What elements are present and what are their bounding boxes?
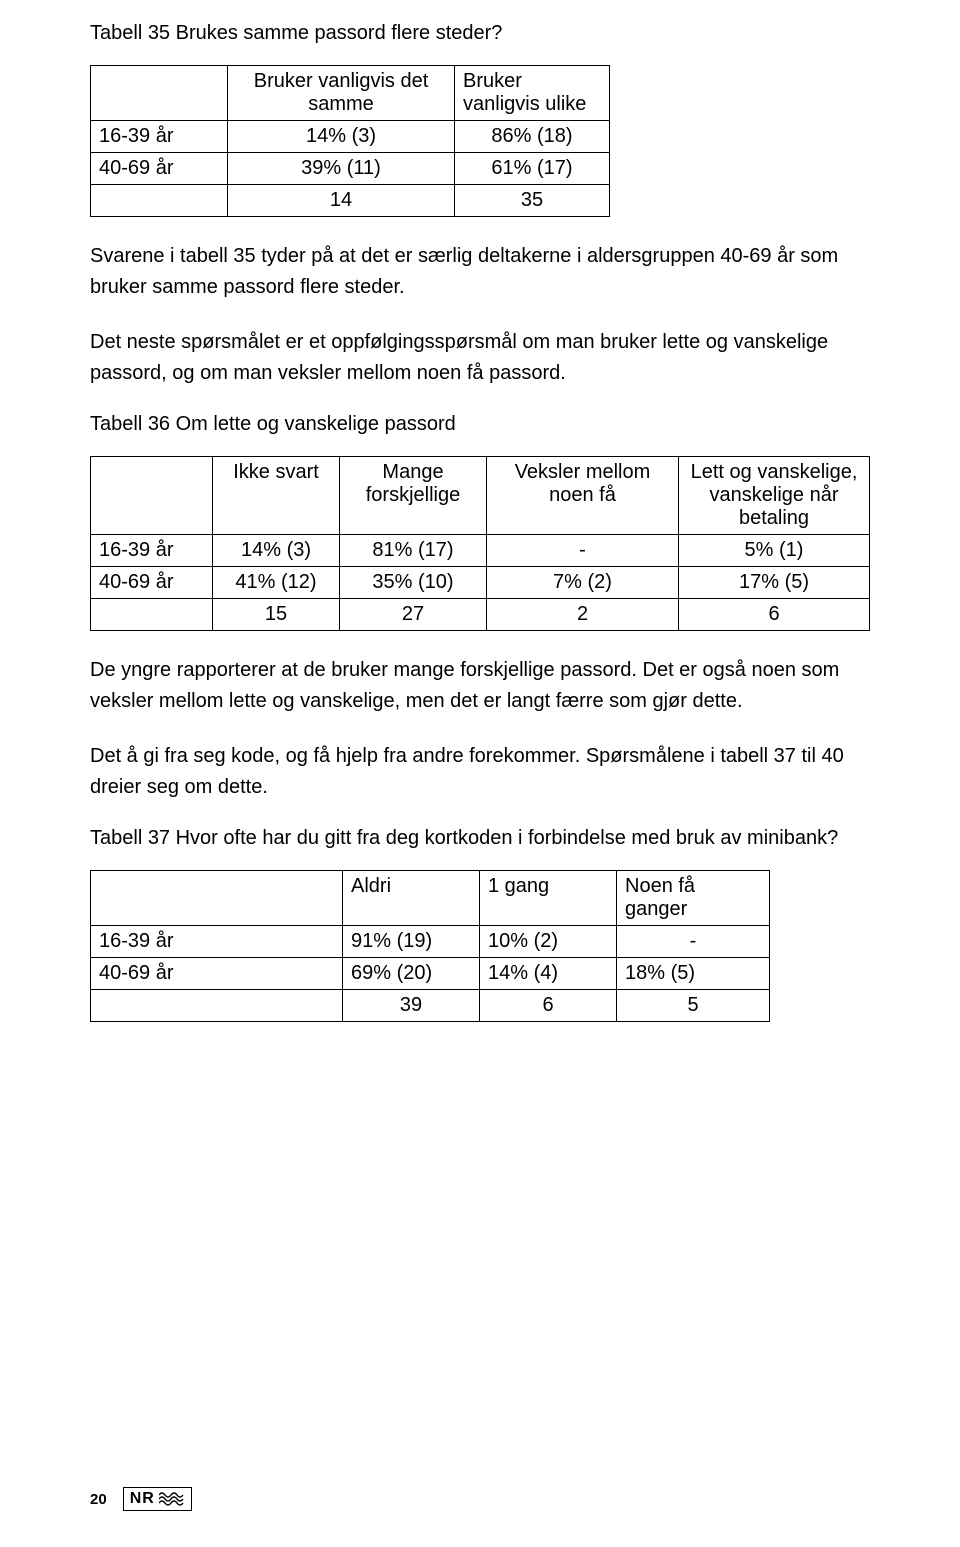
table-cell: 81% (17) xyxy=(340,535,487,567)
table-row-label: 40-69 år xyxy=(91,153,228,185)
table-header: Mange forskjellige xyxy=(340,457,487,535)
table-row-label: 16-39 år xyxy=(91,535,213,567)
paragraph: Det å gi fra seg kode, og få hjelp fra a… xyxy=(90,741,870,803)
table-cell: 18% (5) xyxy=(617,958,770,990)
nr-logo: NR xyxy=(123,1487,192,1511)
table-cell: - xyxy=(487,535,679,567)
paragraph: Det neste spørsmålet er et oppfølgingssp… xyxy=(90,327,870,389)
table-cell: 10% (2) xyxy=(480,926,617,958)
table-cell-empty xyxy=(91,871,343,926)
table-cell: 14 xyxy=(228,185,455,217)
table-header: Noen få ganger xyxy=(617,871,770,926)
table35-caption: Tabell 35 Brukes samme passord flere ste… xyxy=(90,22,870,45)
table-cell: 14% (3) xyxy=(228,121,455,153)
table-row-label xyxy=(91,599,213,631)
table-cell: 6 xyxy=(679,599,870,631)
table-cell: 14% (3) xyxy=(213,535,340,567)
table-cell: 86% (18) xyxy=(455,121,610,153)
table-cell: 27 xyxy=(340,599,487,631)
table-header: Bruker vanligvis det samme xyxy=(228,66,455,121)
table36-caption: Tabell 36 Om lette og vanskelige passord xyxy=(90,413,870,436)
table-cell: 61% (17) xyxy=(455,153,610,185)
table-cell: 41% (12) xyxy=(213,567,340,599)
table-cell: 15 xyxy=(213,599,340,631)
table-cell: - xyxy=(617,926,770,958)
table-cell: 2 xyxy=(487,599,679,631)
paragraph: De yngre rapporterer at de bruker mange … xyxy=(90,655,870,717)
wave-icon xyxy=(159,1491,185,1507)
table-cell: 69% (20) xyxy=(343,958,480,990)
table-header: Aldri xyxy=(343,871,480,926)
table-cell: 39% (11) xyxy=(228,153,455,185)
table-header: 1 gang xyxy=(480,871,617,926)
table-row-label: 40-69 år xyxy=(91,958,343,990)
table-cell: 17% (5) xyxy=(679,567,870,599)
page-number: 20 xyxy=(90,1491,107,1508)
table-row-label: 40-69 år xyxy=(91,567,213,599)
table-cell: 14% (4) xyxy=(480,958,617,990)
table-cell: 5 xyxy=(617,990,770,1022)
table-cell: 39 xyxy=(343,990,480,1022)
page-footer: 20 NR xyxy=(90,1487,192,1511)
document-page: Tabell 35 Brukes samme passord flere ste… xyxy=(0,0,960,1547)
paragraph: Svarene i tabell 35 tyder på at det er s… xyxy=(90,241,870,303)
table-cell-empty xyxy=(91,457,213,535)
table36: Ikke svart Mange forskjellige Veksler me… xyxy=(90,456,870,631)
table-header: Lett og vanskelige, vanskelige når betal… xyxy=(679,457,870,535)
table-row-label xyxy=(91,185,228,217)
table-header: Bruker vanligvis ulike xyxy=(455,66,610,121)
table-cell: 35% (10) xyxy=(340,567,487,599)
table35: Bruker vanligvis det samme Bruker vanlig… xyxy=(90,65,610,217)
table-cell: 7% (2) xyxy=(487,567,679,599)
nr-logo-text: NR xyxy=(130,1490,155,1508)
table-cell: 91% (19) xyxy=(343,926,480,958)
table37: Aldri 1 gang Noen få ganger 16-39 år 91%… xyxy=(90,870,770,1022)
table-cell-empty xyxy=(91,66,228,121)
table-cell: 6 xyxy=(480,990,617,1022)
table-row-label: 16-39 år xyxy=(91,926,343,958)
table-cell: 35 xyxy=(455,185,610,217)
table37-caption: Tabell 37 Hvor ofte har du gitt fra deg … xyxy=(90,827,870,850)
table-row-label: 16-39 år xyxy=(91,121,228,153)
table-row-label xyxy=(91,990,343,1022)
table-header: Ikke svart xyxy=(213,457,340,535)
table-cell: 5% (1) xyxy=(679,535,870,567)
table-header: Veksler mellom noen få xyxy=(487,457,679,535)
